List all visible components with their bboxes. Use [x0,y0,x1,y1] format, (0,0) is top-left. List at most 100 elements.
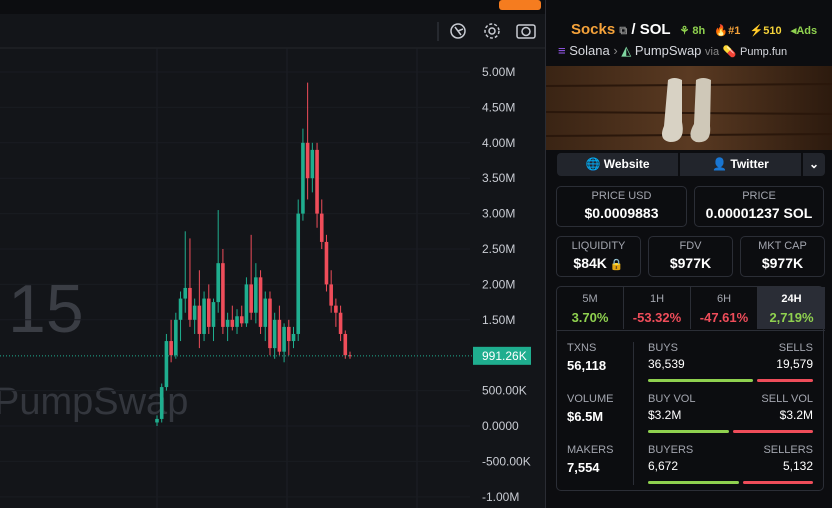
y-tick-label: 1.50M [482,313,515,327]
candle-body [155,418,159,423]
price-usd-label: PRICE USD [591,190,652,202]
rank: #1 [728,25,741,37]
metric-amount: $84K [573,255,607,271]
more-button[interactable]: ⌄ [803,153,825,176]
price-native-box: PRICE 0.00001237 SOL [694,186,824,227]
candle-body [348,355,352,357]
copy-icon[interactable]: ⧉ [619,25,628,37]
price-usd: $0.0009883 [584,205,659,221]
period: 24H [781,293,802,305]
y-tick-label: 4.00M [482,136,515,150]
buy-value: 36,539 [648,357,685,371]
buy-bar [648,430,729,433]
candle-body [221,263,225,327]
chart-bg [0,0,545,508]
candle-body [254,277,258,313]
website-button[interactable]: 🌐 Website [557,153,678,176]
stats-box: 5M 3.70% 1H -53.32% 6H -47.61% 24H 2,719% TXNS 5… [556,286,825,491]
candle-body [329,284,333,306]
candle-body [315,149,319,214]
candle-body [282,326,286,352]
y-tick-label: 500.00K [482,384,527,398]
token-image [546,66,832,150]
candle-body [277,319,282,352]
metric-label: LIQUIDITY [571,240,626,252]
chain[interactable]: Solana [569,43,610,58]
candle-body [230,319,235,327]
buy-bar [648,481,740,484]
price-native: 0.00001237 SOL [705,205,813,221]
top-button[interactable] [499,0,541,10]
website-label: Website [603,157,650,171]
candle-body [211,302,216,327]
price-chart: 15 PumpSwap 5.00M4.50M4.00M3.50M3.00M2.5… [0,0,545,508]
y-tick-label: 5.00M [482,65,515,79]
candle-body [343,333,348,356]
sell-bar [757,379,813,382]
change-value: -47.61% [699,310,749,325]
change-value: -53.32% [632,310,682,325]
change-tab[interactable]: 24H 2,719% [758,287,825,329]
candle-body [183,287,188,299]
candle-body [202,298,206,334]
candle-body [244,284,249,324]
metric-value: $977K [649,255,732,271]
buy-label: BUY VOL [648,393,696,405]
stat-value: $6.5M [567,409,604,424]
metric-amount: $977K [761,255,804,271]
candle-body [235,316,239,327]
change-value: 3.70% [571,310,609,325]
candle-body [310,149,315,179]
candle-body [324,241,329,285]
candle-body [206,298,211,327]
rank-badge: 🔥#1 [714,25,741,37]
candle-body [263,298,268,327]
twitter-button[interactable]: 👤 Twitter [680,153,801,176]
chevron: › [613,43,618,58]
candle-body [192,305,197,320]
candle-body [159,387,164,419]
stat-label: MAKERS [567,444,614,456]
boost-badge: ⚡510 [749,25,782,37]
period: 1H [649,293,665,305]
sell-label: SELL VOL [761,393,813,405]
stat-value: 7,554 [567,460,600,475]
sell-label: SELLS [778,342,813,354]
sell-bar [743,481,813,484]
toolbar-icons[interactable] [450,23,536,39]
candle-body [197,305,202,334]
period: 6H [716,293,732,305]
stats-divider [633,342,634,485]
metric-value: $84K 🔒 [557,255,640,271]
candle-body [258,277,263,327]
buy-label: BUYS [648,342,678,354]
dex[interactable]: PumpSwap [634,43,702,58]
lock-icon: 🔒 [609,259,624,271]
change-tab[interactable]: 1H -53.32% [624,287,691,329]
y-tick-label: 4.50M [482,100,515,114]
change-tab[interactable]: 6H -47.61% [691,287,758,329]
last-price-box [473,346,531,365]
buy-bar [648,379,754,382]
metric-box: LIQUIDITY $84K 🔒 [556,236,641,277]
candle-body [225,319,230,327]
metric-box: FDV $977K [648,236,733,277]
buy-value: $3.2M [648,408,682,422]
launchpad[interactable]: Pump.fun [740,46,788,58]
last-price-label: 991.26K [482,349,527,363]
change-tabs: 5M 3.70% 1H -53.32% 6H -47.61% 24H 2,719% [557,287,825,331]
change-tab[interactable]: 5M 3.70% [557,287,624,329]
stat-value: 56,118 [567,358,607,373]
sell-value: $3.2M [779,408,813,422]
y-tick-label: -1.00M [482,490,519,504]
candle-body [287,326,291,342]
sell-label: SELLERS [763,444,813,456]
candle-body [239,316,244,324]
route: ≡ Solana › ◭ PumpSwap via 💊 Pump.fun [558,43,787,59]
candle-body [164,341,169,388]
candle-body [272,319,277,349]
age-badge: ⚘ 8h [679,25,706,37]
metric-value: $977K [741,255,824,271]
price-native-label: PRICE [742,190,776,202]
